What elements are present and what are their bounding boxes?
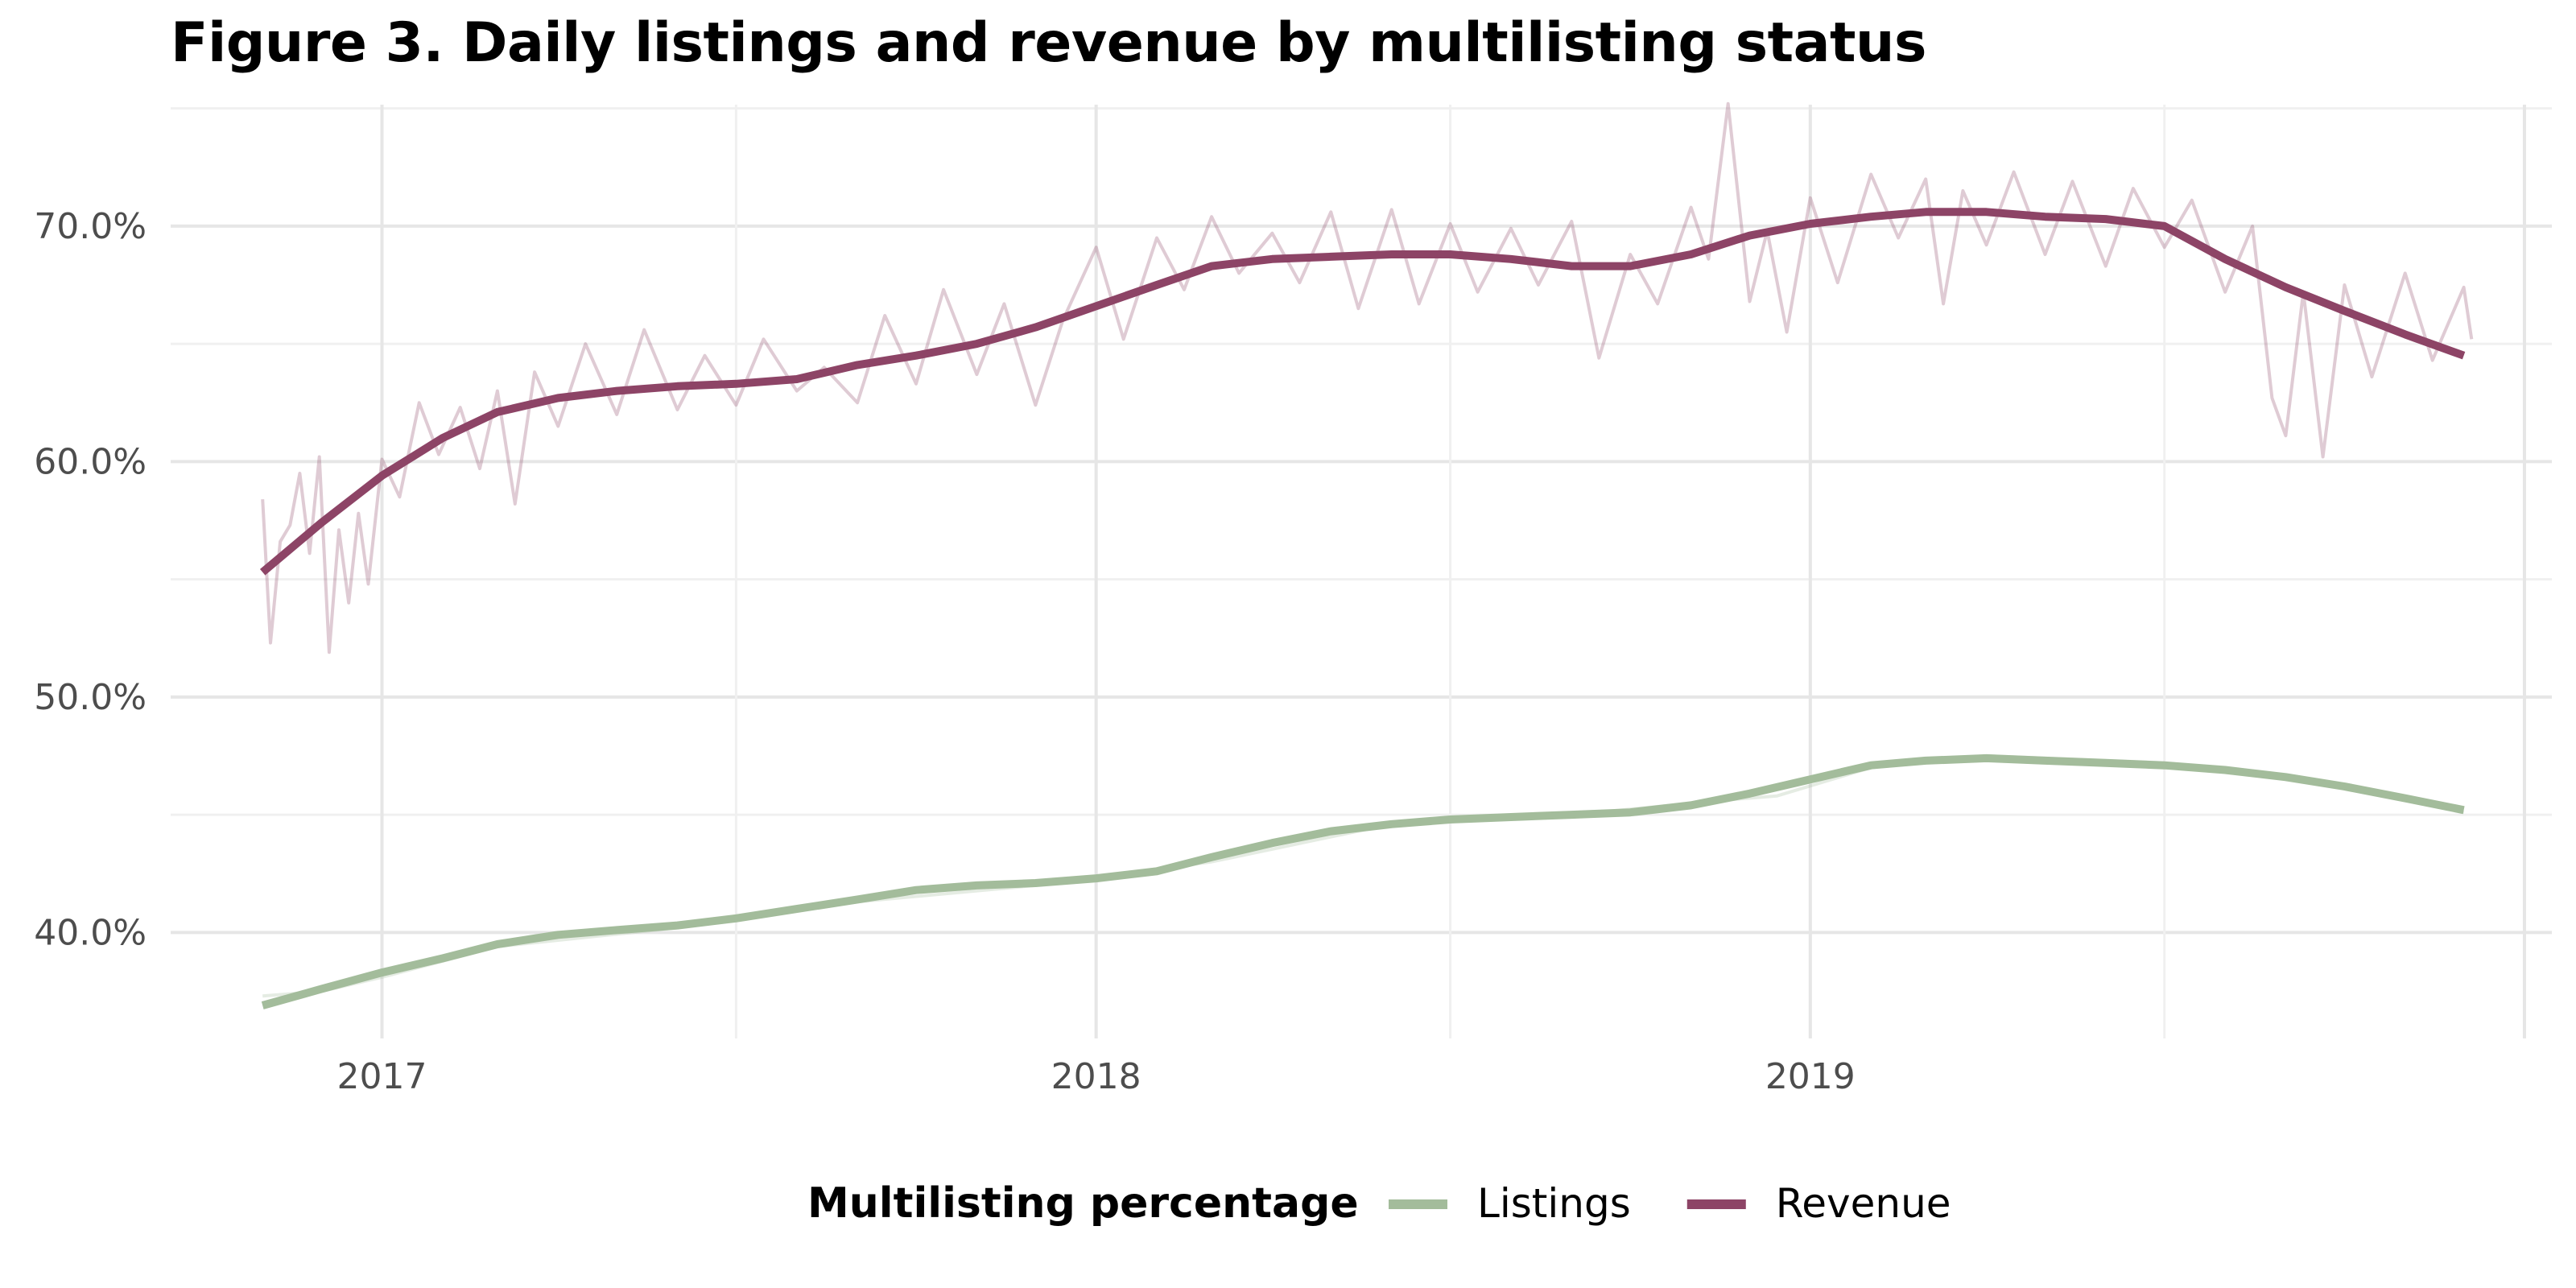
smoothed-series-lines [259, 208, 2466, 1009]
daily-line-listings [262, 754, 2465, 998]
x-tick-label-1: 2018 [1051, 1056, 1141, 1097]
y-axis-tick-labels: 40.0% 50.0% 60.0% 70.0% [34, 206, 147, 954]
daily-line-revenue [261, 101, 2474, 654]
x-tick-label-0: 2017 [337, 1056, 427, 1097]
y-tick-label-1: 50.0% [34, 677, 147, 718]
x-tick-label-2: 2019 [1765, 1056, 1856, 1097]
x-axis-tick-labels: 2017 2018 2019 [337, 1056, 1856, 1097]
y-tick-label-0: 40.0% [34, 912, 147, 953]
y-tick-label-3: 70.0% [34, 206, 147, 247]
legend-label-revenue: Revenue [1776, 1180, 1951, 1227]
grid-lines [171, 105, 2552, 1038]
legend: Multilisting percentage Listings Revenue [807, 1179, 1951, 1228]
smoothed-line-revenue [259, 208, 2466, 576]
smoothed-line-listings [261, 753, 2465, 1009]
y-tick-label-2: 60.0% [34, 441, 147, 482]
daily-series-lines [261, 101, 2474, 998]
legend-title: Multilisting percentage [807, 1179, 1359, 1228]
legend-label-listings: Listings [1477, 1180, 1631, 1227]
chart-title: Figure 3. Daily listings and revenue by … [171, 11, 1926, 75]
